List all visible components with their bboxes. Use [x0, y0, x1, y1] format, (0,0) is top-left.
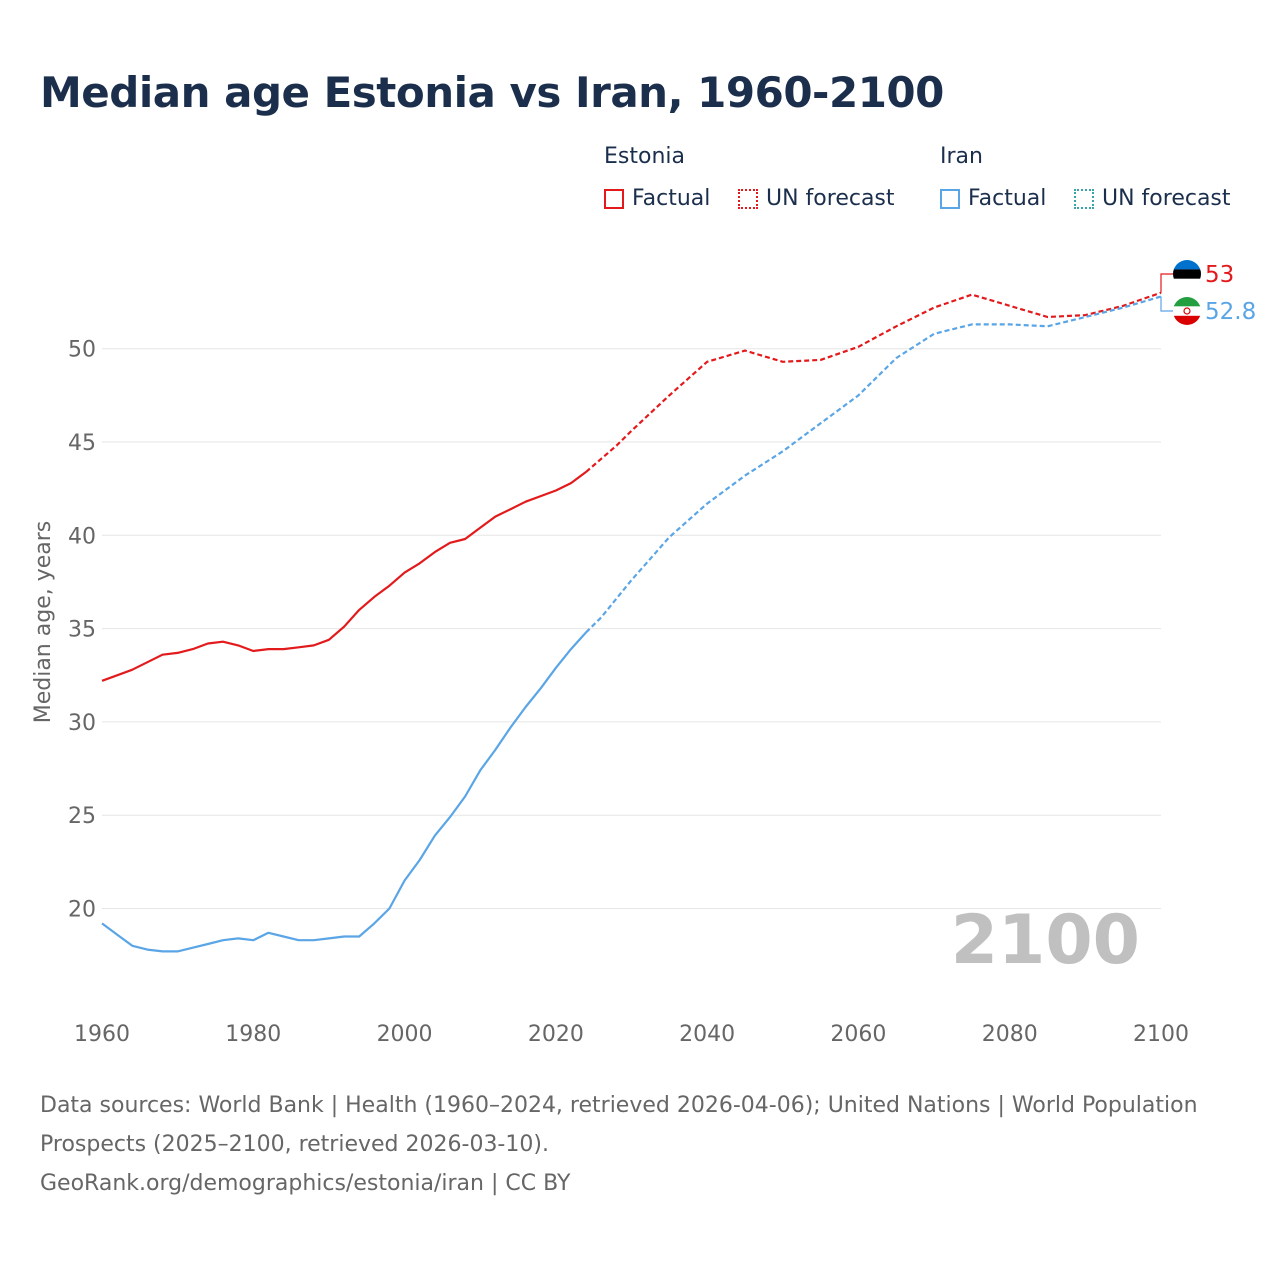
x-tick-label: 1980 [225, 1022, 281, 1047]
estonia-factual-line [101, 471, 587, 682]
legend-swatch-solid [604, 188, 624, 209]
iran-factual-line [101, 631, 587, 953]
x-tick-label: 2000 [377, 1022, 433, 1047]
x-tick-label: 1960 [74, 1022, 130, 1047]
legend-label: Factual [968, 186, 1047, 211]
x-tick-label: 2080 [982, 1022, 1038, 1047]
y-tick-label: 25 [68, 804, 96, 829]
data-sources: Data sources: World Bank | Health (1960–… [40, 1093, 1198, 1157]
iran-flag-icon [1173, 297, 1201, 325]
y-tick-label: 40 [68, 524, 96, 549]
x-tick-label: 2100 [1133, 1022, 1189, 1047]
y-axis-ticks: 20 25 30 35 40 45 50 [68, 338, 96, 923]
footer: Data sources: World Bank | Health (1960–… [40, 1086, 1200, 1203]
y-tick-label: 35 [68, 618, 96, 643]
legend-iran-heading: Iran [940, 144, 983, 169]
estonia-forecast-line [585, 291, 1162, 473]
legend-estonia-forecast[interactable]: UN forecast [738, 186, 895, 211]
y-tick-label: 20 [68, 898, 96, 923]
y-axis-label: Median age, years [31, 521, 56, 724]
x-axis-ticks: 1960 1980 2000 2020 2040 2060 2080 2100 [74, 1022, 1189, 1047]
legend-iran-factual[interactable]: Factual [940, 186, 1046, 211]
year-watermark: 2100 [951, 901, 1140, 980]
legend-label: Factual [632, 186, 711, 211]
estonia-end-value: 53 [1205, 262, 1234, 288]
x-tick-label: 2060 [830, 1022, 886, 1047]
y-tick-label: 50 [68, 338, 96, 363]
iran-end-value: 52.8 [1205, 299, 1256, 325]
y-tick-label: 45 [68, 431, 96, 456]
estonia-flag-icon [1173, 260, 1201, 288]
credit-link[interactable]: GeoRank.org/demographics/estonia/iran | … [40, 1171, 571, 1196]
iran-forecast-line [585, 295, 1162, 634]
series-lines [101, 291, 1162, 953]
end-markers: 53 52.8 [1160, 260, 1256, 325]
legend-swatch-solid [940, 188, 960, 209]
legend-estonia-factual[interactable]: Factual [604, 186, 710, 211]
y-tick-label: 30 [68, 711, 96, 736]
x-tick-label: 2020 [528, 1022, 584, 1047]
gridlines [102, 348, 1161, 909]
legend-estonia-heading: Estonia [604, 144, 685, 169]
legend-label: UN forecast [766, 186, 895, 211]
chart-title: Median age Estonia vs Iran, 1960-2100 [40, 68, 944, 117]
legend-iran-forecast[interactable]: UN forecast [1074, 186, 1231, 211]
line-chart: 20 25 30 35 40 45 50 1960 1980 2000 2020 2040 2060 2… [31, 260, 1256, 1047]
legend-swatch-dotted [738, 188, 758, 209]
iran-end-connector [1160, 296, 1173, 312]
legend-label: UN forecast [1102, 186, 1231, 211]
x-tick-label: 2040 [679, 1022, 735, 1047]
legend-swatch-dotted [1074, 188, 1094, 209]
estonia-end-connector [1160, 273, 1173, 293]
